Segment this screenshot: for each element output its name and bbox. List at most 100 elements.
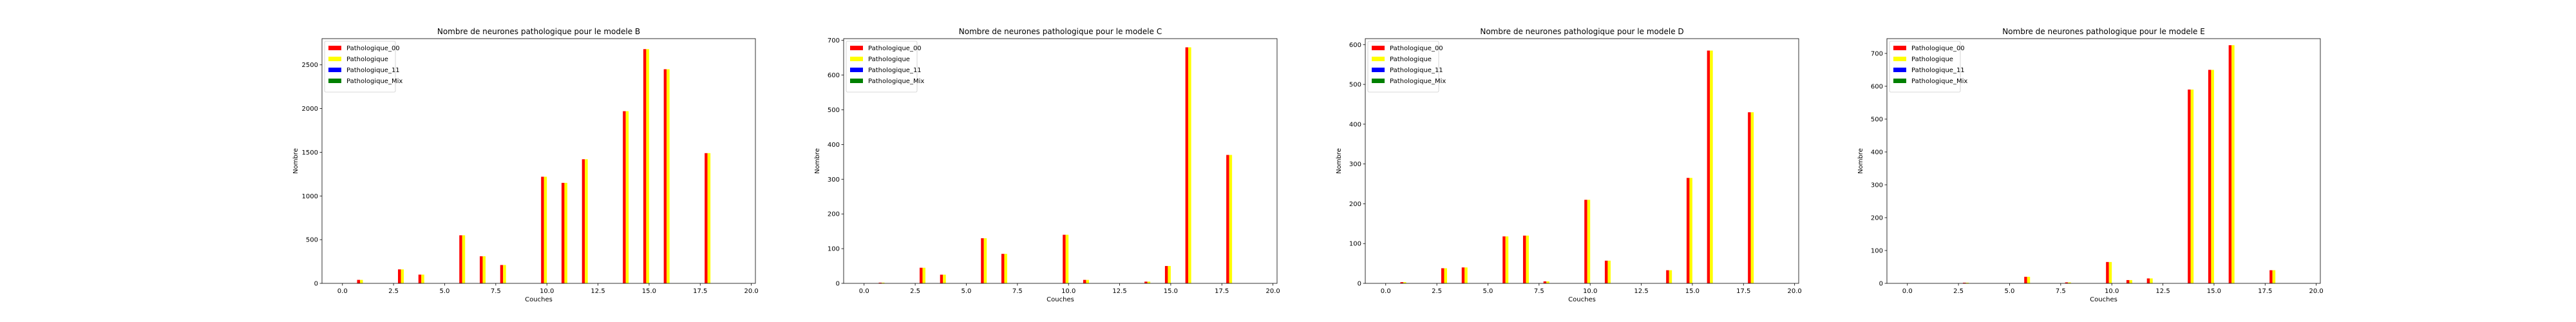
y-tick-label: 100 bbox=[1349, 241, 1361, 248]
bar-Pathologique_00-layer-6 bbox=[459, 235, 462, 283]
bar-Pathologique_00-layer-12 bbox=[2146, 278, 2150, 283]
legend-label-Pathologique: Pathologique bbox=[868, 56, 910, 63]
legend-label-Pathologique_11: Pathologique_11 bbox=[1911, 67, 1965, 74]
bar-Pathologique_00-layer-15 bbox=[643, 49, 647, 283]
x-tick-label: 12.5 bbox=[2155, 288, 2170, 295]
bar-Pathologique_00-layer-12 bbox=[582, 159, 585, 283]
bar-Pathologique_00-layer-14 bbox=[1144, 281, 1148, 283]
legend-label-Pathologique_Mix: Pathologique_Mix bbox=[868, 78, 924, 85]
bar-Pathologique-layer-15 bbox=[646, 49, 649, 283]
legend-swatch-Pathologique bbox=[1893, 57, 1906, 61]
bar-Pathologique-layer-18 bbox=[1229, 155, 1233, 283]
y-tick-label: 1500 bbox=[302, 149, 318, 156]
y-tick-label: 700 bbox=[1871, 50, 1883, 57]
chart-panel-1: 0.0 2.5 5.0 7.5 10.0 12.5 15.0 17.5 20.0 0 100 200 3… bbox=[814, 27, 1280, 303]
bar-Pathologique_00-layer-15 bbox=[1686, 178, 1690, 283]
bar-Pathologique-layer-14 bbox=[1147, 281, 1151, 283]
x-tick-label: 7.5 bbox=[491, 288, 501, 295]
x-tick-label: 5.0 bbox=[2005, 288, 2015, 295]
x-tick-label: 7.5 bbox=[1534, 288, 1544, 295]
bar-Pathologique-layer-14 bbox=[625, 111, 629, 283]
bar-Pathologique_00-layer-8 bbox=[2065, 282, 2069, 283]
y-axis-label: Nombre bbox=[292, 148, 299, 174]
bar-Pathologique-layer-11 bbox=[1086, 279, 1089, 283]
legend-box bbox=[1367, 41, 1439, 93]
y-tick-label: 0 bbox=[836, 281, 840, 288]
bar-Pathologique_00-layer-7 bbox=[1522, 235, 1526, 283]
plot-frame bbox=[1365, 38, 1799, 284]
y-tick-label: 400 bbox=[1349, 121, 1361, 128]
bar-Pathologique-layer-16 bbox=[1710, 50, 1713, 283]
y-tick-label: 300 bbox=[1871, 182, 1883, 189]
bar-Pathologique-layer-10 bbox=[2108, 261, 2112, 283]
legend-label-Pathologique_00: Pathologique_00 bbox=[1390, 45, 1443, 52]
x-tick-label: 15.0 bbox=[1164, 288, 1178, 295]
x-tick-label: 0.0 bbox=[337, 288, 348, 295]
bar-Pathologique-layer-16 bbox=[2231, 45, 2235, 283]
x-tick-label: 15.0 bbox=[642, 288, 656, 295]
bar-Pathologique_00-layer-4 bbox=[940, 274, 943, 283]
legend-swatch-Pathologique_00 bbox=[1372, 46, 1385, 50]
bar-Pathologique_00-layer-16 bbox=[2228, 45, 2232, 283]
bar-Pathologique-layer-10 bbox=[1065, 234, 1069, 283]
y-tick-label: 500 bbox=[828, 107, 840, 114]
y-tick-label: 600 bbox=[828, 72, 840, 79]
plot-frame bbox=[843, 38, 1278, 284]
y-tick-label: 1000 bbox=[302, 193, 318, 200]
x-tick-label: 0.0 bbox=[859, 288, 869, 295]
y-tick-label: 600 bbox=[1871, 83, 1883, 90]
bar-Pathologique-layer-18 bbox=[1750, 112, 1754, 283]
legend-label-Pathologique_00: Pathologique_00 bbox=[868, 45, 922, 52]
bar-Pathologique_00-layer-11 bbox=[2126, 279, 2130, 283]
legend-label-Pathologique_11: Pathologique_11 bbox=[868, 67, 922, 74]
y-tick-label: 200 bbox=[1871, 214, 1883, 222]
bar-Pathologique_00-layer-11 bbox=[561, 182, 565, 283]
y-tick-label: 600 bbox=[1349, 42, 1361, 49]
legend-box bbox=[1889, 41, 1961, 93]
bar-Pathologique_00-layer-14 bbox=[2188, 90, 2191, 283]
bar-Pathologique_00-layer-8 bbox=[500, 265, 504, 283]
bar-Pathologique_00-layer-18 bbox=[1748, 112, 1751, 283]
legend-swatch-Pathologique_00 bbox=[850, 46, 863, 50]
chart-panel-3: 0.0 2.5 5.0 7.5 10.0 12.5 15.0 17.5 20.0 0 100 200 3… bbox=[1857, 27, 2324, 303]
x-tick-label: 5.0 bbox=[961, 288, 972, 295]
bar-Pathologique-layer-7 bbox=[1526, 235, 1529, 283]
bar-Pathologique-layer-3 bbox=[922, 267, 925, 283]
bar-Pathologique-layer-3 bbox=[401, 269, 404, 283]
plot-frame bbox=[1886, 38, 2321, 284]
y-axis-label: Nombre bbox=[814, 148, 821, 174]
legend-label-Pathologique_Mix: Pathologique_Mix bbox=[1390, 78, 1446, 85]
bar-Pathologique_00-layer-7 bbox=[479, 256, 483, 283]
bar-Pathologique_00-layer-14 bbox=[623, 111, 626, 283]
legend-swatch-Pathologique_Mix bbox=[1372, 79, 1385, 83]
bar-Pathologique-layer-11 bbox=[1607, 260, 1611, 283]
bar-Pathologique-layer-15 bbox=[2211, 70, 2214, 284]
bar-Pathologique-layer-4 bbox=[1464, 267, 1468, 283]
bar-Pathologique-layer-16 bbox=[667, 69, 670, 283]
y-tick-label: 400 bbox=[1871, 149, 1883, 156]
bar-Pathologique_00-layer-6 bbox=[1502, 236, 1506, 283]
bar-Pathologique-layer-18 bbox=[707, 153, 711, 283]
legend: Pathologique_00 Pathologique Pathologique_… bbox=[846, 41, 924, 93]
legend-swatch-Pathologique_00 bbox=[328, 46, 341, 50]
bar-Pathologique-layer-6 bbox=[1505, 236, 1509, 283]
x-tick-label: 10.0 bbox=[1583, 288, 1597, 295]
bar-Pathologique-layer-7 bbox=[482, 256, 486, 283]
bar-Pathologique_00-layer-11 bbox=[1083, 279, 1086, 283]
legend-label-Pathologique: Pathologique bbox=[1911, 56, 1953, 63]
legend-label-Pathologique_00: Pathologique_00 bbox=[1911, 45, 1965, 52]
bar-Pathologique_00-layer-6 bbox=[2024, 276, 2027, 283]
bar-Pathologique-layer-3 bbox=[1444, 268, 1447, 283]
bar-Pathologique_00-layer-3 bbox=[397, 269, 401, 283]
bar-Pathologique_00-layer-18 bbox=[1226, 155, 1229, 283]
x-tick-label: 12.5 bbox=[1112, 288, 1126, 295]
x-tick-label: 17.5 bbox=[1215, 288, 1229, 295]
x-tick-label: 20.0 bbox=[1788, 288, 1802, 295]
x-tick-label: 2.5 bbox=[1432, 288, 1442, 295]
y-tick-label: 2000 bbox=[302, 106, 318, 113]
bar-Pathologique-layer-16 bbox=[1188, 47, 1191, 283]
bar-Pathologique_00-layer-10 bbox=[541, 176, 544, 283]
bar-Pathologique-layer-8 bbox=[503, 265, 506, 283]
